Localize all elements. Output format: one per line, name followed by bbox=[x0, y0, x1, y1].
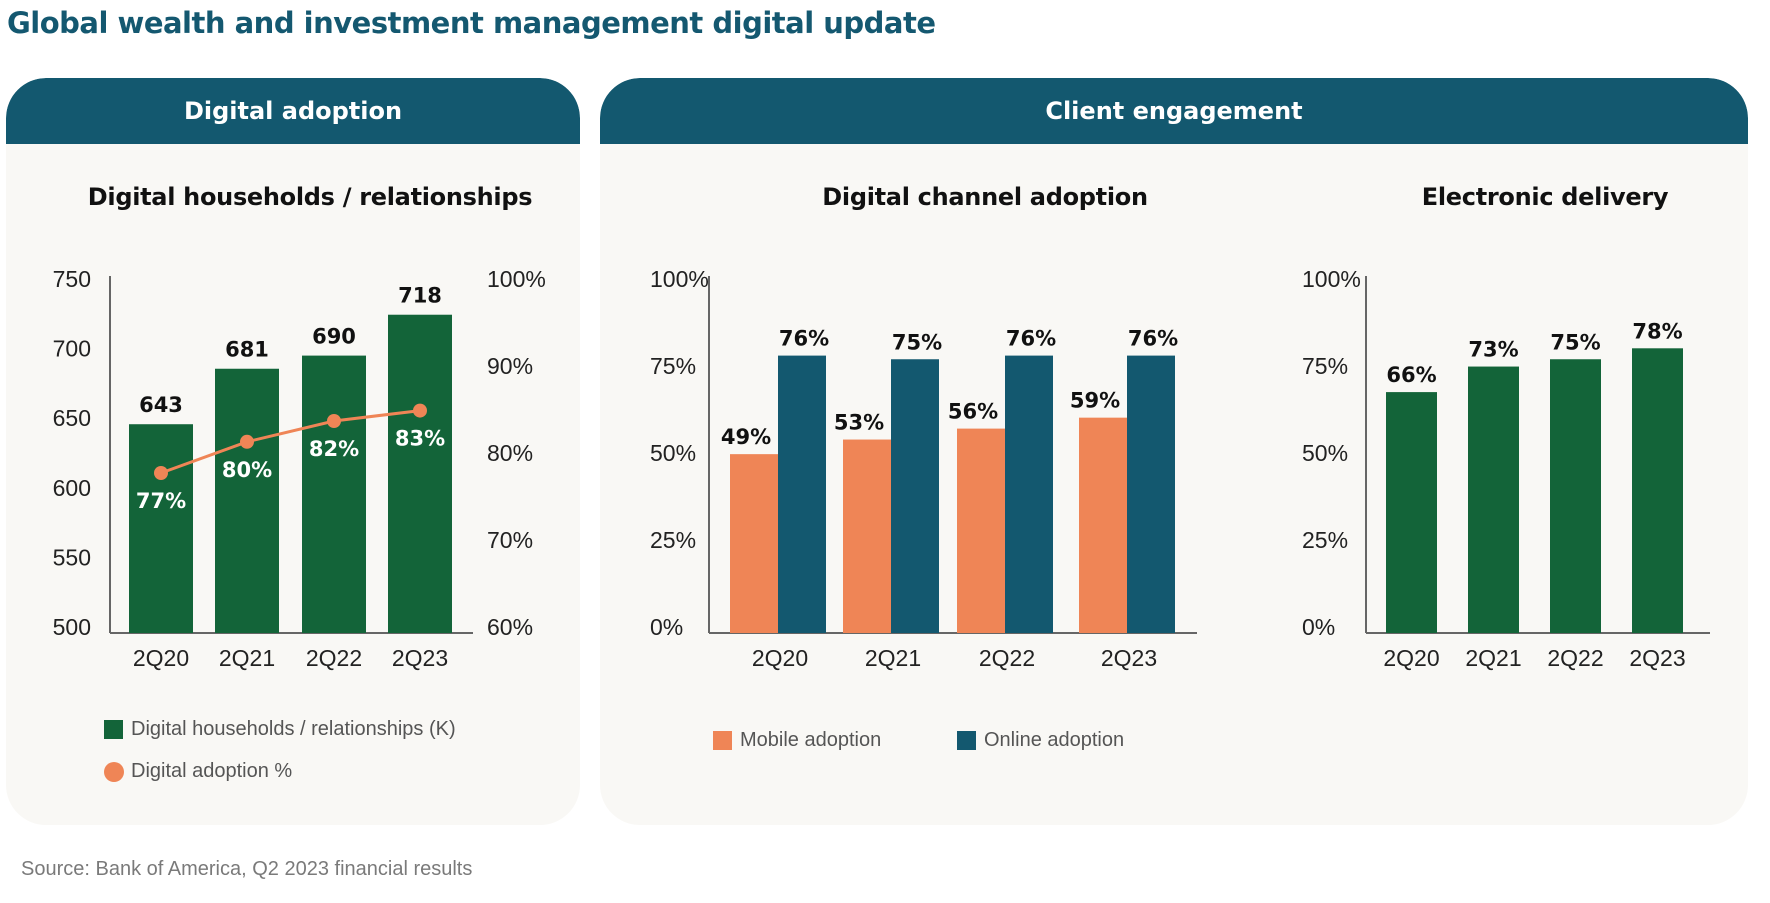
delivery-bar-label: 66% bbox=[1386, 363, 1436, 387]
channel-x-tick: 2Q23 bbox=[1101, 645, 1157, 671]
online-adoption-label: 76% bbox=[1128, 327, 1178, 351]
page-title: Global wealth and investment management … bbox=[7, 6, 936, 40]
delivery-bar bbox=[1550, 359, 1601, 633]
legend-swatch-teal-square-icon bbox=[957, 731, 976, 750]
households-x-tick: 2Q20 bbox=[133, 645, 189, 671]
legend-label: Mobile adoption bbox=[740, 729, 882, 751]
channel-x-tick: 2Q22 bbox=[979, 645, 1035, 671]
channel-x-tick: 2Q21 bbox=[865, 645, 921, 671]
adoption-point bbox=[154, 466, 168, 480]
channel-y-tick: 75% bbox=[650, 353, 696, 379]
legend-label: Digital households / relationships (K) bbox=[131, 718, 456, 740]
households-y-tick: 500 bbox=[53, 614, 91, 640]
households-y2-tick: 90% bbox=[487, 353, 533, 379]
mobile-adoption-bar bbox=[843, 439, 891, 633]
delivery-y-tick: 0% bbox=[1302, 614, 1335, 640]
legend-item-households: Digital households / relationships (K) bbox=[104, 718, 456, 741]
mobile-adoption-bar bbox=[1079, 417, 1127, 633]
legend-swatch-orange-square-icon bbox=[713, 731, 732, 750]
legend-label: Digital adoption % bbox=[131, 760, 293, 782]
households-y-tick: 600 bbox=[53, 475, 91, 501]
adoption-point-label: 83% bbox=[395, 427, 445, 451]
legend-item-mobile: Mobile adoption bbox=[713, 729, 881, 752]
delivery-bar bbox=[1386, 392, 1437, 633]
delivery-bar bbox=[1632, 348, 1683, 633]
delivery-y-tick: 25% bbox=[1302, 527, 1348, 553]
adoption-point bbox=[240, 434, 254, 449]
delivery-y-tick: 100% bbox=[1302, 266, 1361, 292]
adoption-point-label: 80% bbox=[222, 458, 272, 482]
adoption-point bbox=[327, 414, 341, 428]
households-x-tick: 2Q21 bbox=[219, 645, 275, 671]
households-y-tick: 650 bbox=[53, 405, 91, 431]
mobile-adoption-label: 59% bbox=[1070, 389, 1120, 413]
channel-y-tick: 50% bbox=[650, 440, 696, 466]
delivery-y-tick: 75% bbox=[1302, 353, 1348, 379]
households-bar-label: 681 bbox=[225, 338, 269, 362]
channel-y-tick: 25% bbox=[650, 527, 696, 553]
mobile-adoption-label: 56% bbox=[948, 400, 998, 424]
client-engagement-header: Client engagement bbox=[600, 78, 1748, 144]
households-y2-tick: 60% bbox=[487, 614, 533, 640]
legend-label: Online adoption bbox=[984, 729, 1125, 751]
channel-y-tick: 100% bbox=[650, 266, 709, 292]
online-adoption-bar bbox=[1127, 355, 1175, 633]
adoption-point bbox=[413, 403, 427, 418]
legend-item-online: Online adoption bbox=[957, 729, 1124, 752]
adoption-line bbox=[160, 409, 421, 475]
households-y-tick: 750 bbox=[53, 266, 91, 292]
online-adoption-label: 76% bbox=[779, 327, 829, 351]
households-bar bbox=[215, 368, 279, 633]
digital-adoption-panel: Digital adoption bbox=[6, 78, 580, 825]
households-y2-tick: 80% bbox=[487, 440, 533, 466]
channel-chart-title: Digital channel adoption bbox=[822, 183, 1148, 211]
delivery-x-tick: 2Q23 bbox=[1629, 645, 1685, 671]
households-chart-title: Digital households / relationships bbox=[87, 183, 533, 211]
delivery-bar bbox=[1468, 366, 1519, 633]
adoption-point-label: 82% bbox=[309, 437, 359, 461]
channel-x-tick: 2Q20 bbox=[752, 645, 808, 671]
adoption-point-label: 77% bbox=[136, 489, 186, 513]
delivery-bar-label: 78% bbox=[1632, 319, 1682, 343]
households-x-tick: 2Q22 bbox=[306, 645, 362, 671]
households-x-tick: 2Q23 bbox=[392, 645, 448, 671]
households-y-tick: 700 bbox=[53, 336, 91, 362]
delivery-x-tick: 2Q20 bbox=[1383, 645, 1439, 671]
mobile-adoption-label: 53% bbox=[834, 411, 884, 435]
mobile-adoption-label: 49% bbox=[721, 425, 771, 449]
households-bar bbox=[388, 314, 452, 633]
legend-swatch-green-square-icon bbox=[104, 720, 123, 739]
delivery-x-tick: 2Q21 bbox=[1465, 645, 1521, 671]
legend-swatch-orange-circle-icon bbox=[104, 761, 124, 782]
delivery-bar-label: 75% bbox=[1550, 330, 1600, 354]
delivery-x-tick: 2Q22 bbox=[1547, 645, 1603, 671]
delivery-bar-label: 73% bbox=[1468, 338, 1518, 362]
delivery-chart-title: Electronic delivery bbox=[1421, 183, 1669, 211]
households-bar-label: 643 bbox=[139, 393, 183, 417]
online-adoption-bar bbox=[778, 355, 826, 633]
mobile-adoption-bar bbox=[730, 454, 778, 633]
channel-y-tick: 0% bbox=[650, 614, 683, 640]
online-adoption-bar bbox=[891, 359, 939, 633]
households-y-tick: 550 bbox=[53, 544, 91, 570]
mobile-adoption-bar bbox=[957, 428, 1005, 633]
households-bar bbox=[302, 355, 366, 633]
online-adoption-label: 75% bbox=[892, 330, 942, 354]
households-bar-label: 718 bbox=[398, 284, 442, 308]
legend-item-adoption: Digital adoption % bbox=[104, 760, 292, 783]
digital-adoption-header: Digital adoption bbox=[6, 78, 580, 144]
online-adoption-label: 76% bbox=[1006, 327, 1056, 351]
source-note: Source: Bank of America, Q2 2023 financi… bbox=[21, 858, 473, 880]
delivery-y-tick: 50% bbox=[1302, 440, 1348, 466]
online-adoption-bar bbox=[1005, 355, 1053, 633]
households-bar bbox=[129, 424, 193, 633]
households-y2-tick: 70% bbox=[487, 527, 533, 553]
households-bar-label: 690 bbox=[312, 325, 356, 349]
households-y2-tick: 100% bbox=[487, 266, 546, 292]
